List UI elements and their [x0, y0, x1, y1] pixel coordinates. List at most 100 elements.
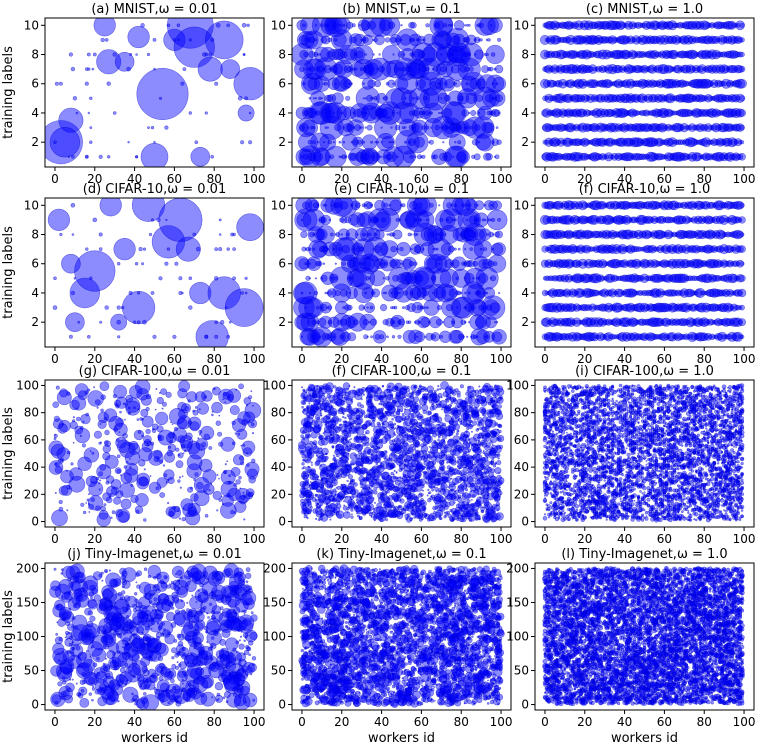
- data-point: [364, 126, 367, 129]
- data-point: [398, 318, 405, 326]
- data-point: [314, 97, 318, 100]
- data-point: [650, 273, 659, 283]
- data-point: [588, 259, 597, 268]
- data-point: [343, 106, 357, 120]
- data-point: [738, 274, 746, 282]
- data-point: [697, 217, 703, 223]
- data-point: [413, 245, 422, 253]
- data-point: [653, 229, 664, 240]
- data-point: [405, 58, 426, 80]
- data-point: [224, 463, 227, 466]
- data-point: [421, 154, 426, 159]
- data-point: [378, 53, 381, 56]
- data-point: [577, 200, 588, 211]
- y-tick-label: 40: [24, 460, 39, 474]
- data-point: [305, 432, 311, 438]
- data-point: [355, 86, 380, 111]
- data-point: [311, 332, 320, 341]
- data-point: [423, 86, 448, 111]
- data-point: [233, 483, 237, 487]
- data-point: [725, 108, 735, 118]
- data-point: [413, 270, 430, 286]
- data-point: [204, 20, 244, 60]
- data-point: [612, 20, 621, 30]
- data-point: [629, 304, 636, 311]
- bubble-layer: [292, 18, 507, 167]
- data-point: [155, 411, 169, 426]
- data-point: [182, 67, 187, 72]
- data-point: [618, 215, 627, 224]
- data-point: [470, 498, 473, 501]
- data-point: [663, 109, 670, 117]
- data-point: [729, 50, 739, 59]
- data-point: [358, 24, 361, 27]
- data-point: [332, 454, 335, 457]
- data-point: [218, 233, 222, 236]
- data-point: [226, 388, 242, 403]
- data-point: [433, 18, 454, 36]
- x-tick-label: 20: [334, 172, 349, 186]
- data-point: [178, 276, 183, 281]
- data-point: [348, 312, 368, 332]
- data-point: [234, 432, 238, 435]
- data-point: [199, 458, 213, 473]
- data-point: [668, 35, 677, 45]
- data-point: [427, 488, 430, 492]
- data-point: [67, 155, 71, 159]
- data-point: [396, 155, 399, 159]
- data-point: [388, 141, 391, 144]
- data-point: [132, 320, 137, 324]
- data-point: [371, 291, 376, 295]
- data-point: [481, 121, 493, 134]
- data-point: [311, 140, 316, 145]
- data-point: [453, 79, 462, 88]
- data-point: [576, 64, 585, 74]
- data-point: [378, 155, 381, 159]
- data-point: [489, 204, 493, 207]
- data-point: [165, 480, 169, 484]
- data-point: [96, 49, 122, 75]
- data-point: [75, 111, 79, 115]
- data-point: [689, 275, 695, 281]
- data-point: [307, 465, 311, 469]
- data-point: [739, 37, 745, 43]
- data-point: [459, 42, 484, 67]
- data-point: [401, 272, 414, 285]
- data-point: [407, 430, 410, 433]
- data-point: [338, 140, 342, 144]
- data-point: [556, 230, 566, 240]
- data-point: [315, 66, 321, 72]
- data-point: [698, 318, 707, 327]
- data-point: [300, 230, 308, 239]
- data-point: [136, 476, 149, 490]
- data-point: [573, 288, 584, 298]
- x-tick-label: 80: [207, 172, 222, 186]
- data-point: [548, 95, 554, 102]
- data-point: [76, 407, 79, 410]
- data-point: [130, 494, 139, 504]
- data-point: [728, 201, 736, 209]
- data-point: [478, 258, 488, 269]
- data-point: [649, 20, 660, 31]
- data-point: [573, 78, 584, 89]
- data-point: [66, 391, 71, 396]
- data-point: [122, 291, 156, 325]
- data-point: [691, 22, 698, 29]
- data-point: [715, 110, 722, 117]
- data-point: [737, 51, 744, 58]
- data-point: [400, 24, 403, 27]
- data-point: [426, 466, 431, 471]
- data-point: [312, 126, 316, 129]
- data-point: [404, 126, 407, 129]
- data-point: [178, 517, 182, 520]
- data-point: [362, 140, 366, 144]
- data-point: [734, 79, 742, 88]
- data-point: [562, 244, 572, 254]
- data-point: [550, 35, 560, 45]
- y-tick-label: 8: [278, 48, 286, 62]
- data-point: [136, 388, 149, 401]
- data-point: [410, 123, 420, 132]
- data-point: [164, 125, 169, 130]
- plot-frame: [534, 17, 755, 168]
